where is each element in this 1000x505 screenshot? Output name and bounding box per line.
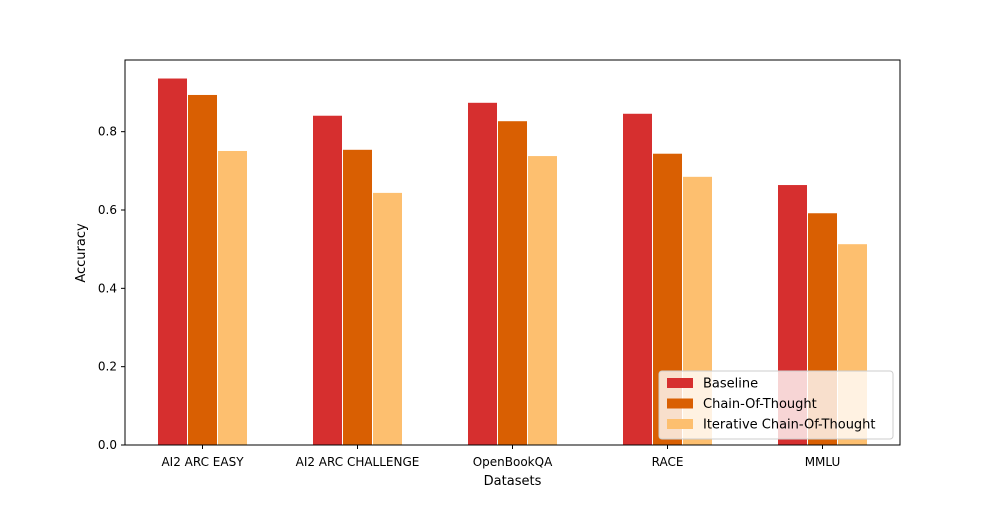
x-tick-label: RACE xyxy=(652,455,684,469)
bar-2-3 xyxy=(497,120,528,446)
legend: Baseline Chain-Of-Thought Iterative Chain-… xyxy=(658,370,894,440)
legend-label: Chain-Of-Thought xyxy=(703,397,817,412)
x-tick-label: AI2 ARC EASY xyxy=(161,455,244,469)
y-tick-label: 0.8 xyxy=(98,125,117,139)
axes-layer: AI2 ARC EASY AI2 ARC CHALLENGE OpenBookQA R… xyxy=(98,59,901,469)
legend-swatch xyxy=(667,398,693,409)
y-tick-label: 0.4 xyxy=(98,281,117,295)
bar-1-4 xyxy=(622,112,653,446)
y-tick-label: 0.6 xyxy=(98,203,117,217)
bar-3-2 xyxy=(372,191,403,446)
x-axis-title: Datasets xyxy=(484,474,542,489)
bar-1-2 xyxy=(312,114,343,446)
bar-1-3 xyxy=(467,101,498,446)
bar-2-1 xyxy=(187,93,218,446)
y-tick-label: 0.2 xyxy=(98,360,117,374)
x-tick-label: MMLU xyxy=(805,455,841,469)
legend-label: Iterative Chain-Of-Thought xyxy=(703,418,876,433)
bar-3-3 xyxy=(527,155,558,446)
x-tick-label: AI2 ARC CHALLENGE xyxy=(296,455,420,469)
bar-2-2 xyxy=(342,148,373,446)
bar-1-1 xyxy=(157,77,188,446)
legend-swatch xyxy=(667,378,693,388)
plot-frame xyxy=(124,59,901,446)
y-axis-title: Accuracy xyxy=(74,223,89,283)
bar-3-1 xyxy=(217,149,248,446)
x-tick-label: OpenBookQA xyxy=(473,455,553,469)
y-tick-label: 0.0 xyxy=(98,438,117,452)
legend-label: Baseline xyxy=(703,377,758,392)
legend-box xyxy=(658,370,894,440)
legend-swatch xyxy=(667,419,693,429)
